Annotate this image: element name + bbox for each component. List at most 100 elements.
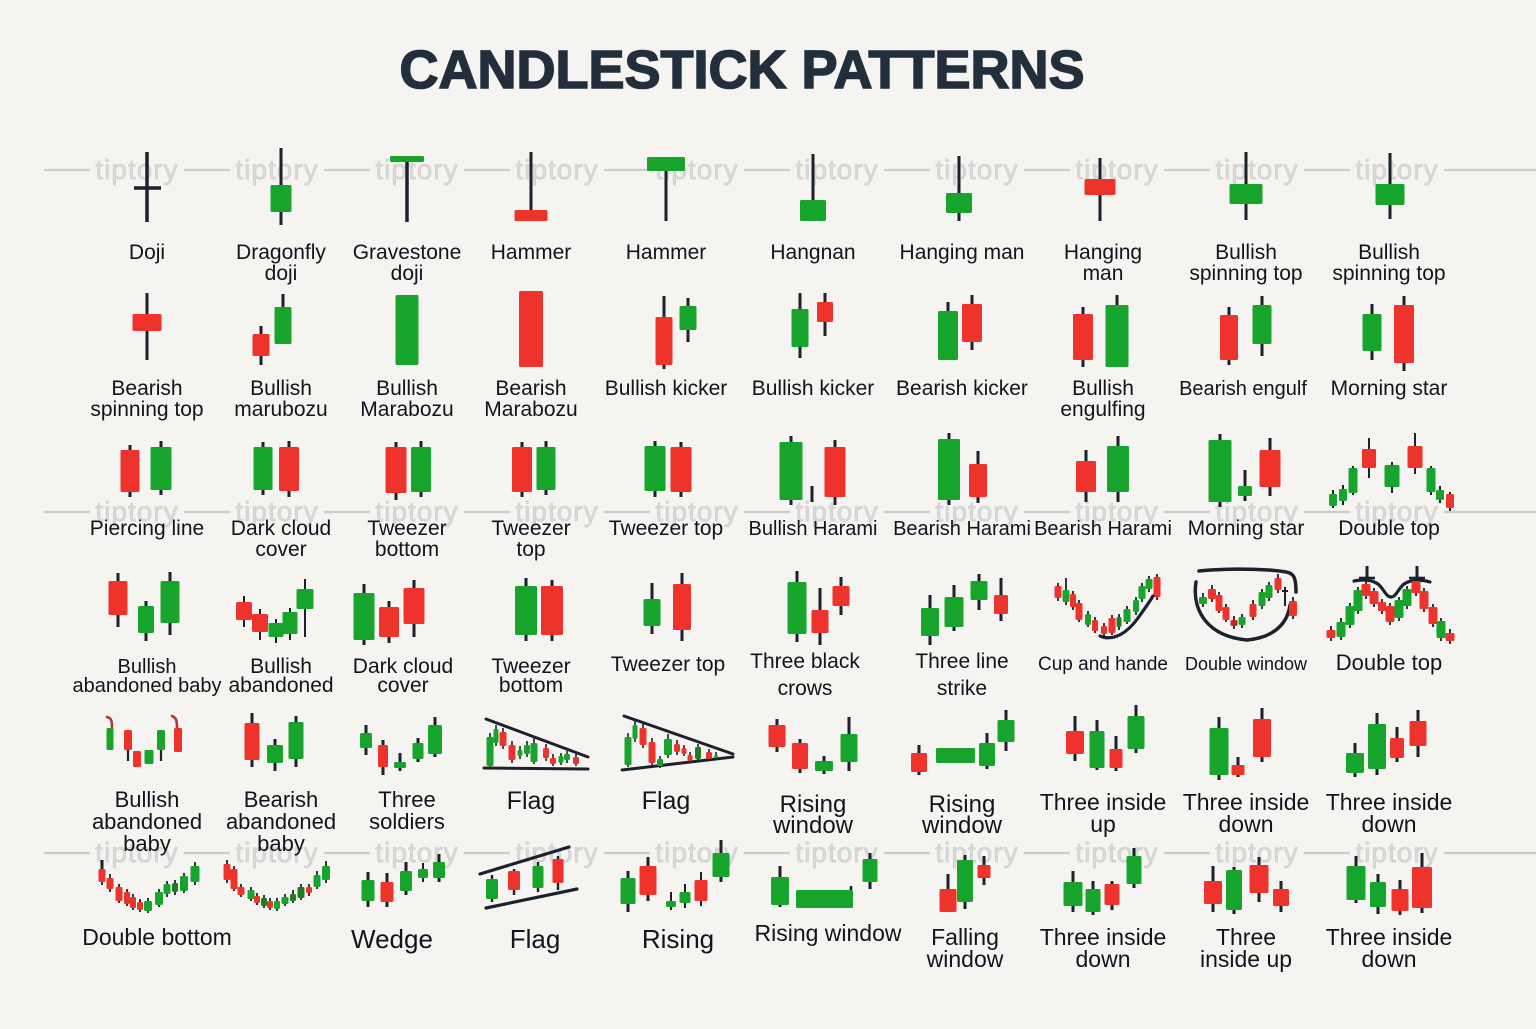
svg-text:Double bottom: Double bottom [82, 924, 232, 950]
svg-text:Gravestone: Gravestone [353, 241, 462, 264]
svg-text:Bullish kicker: Bullish kicker [605, 377, 728, 400]
svg-text:tiptory: tiptory [655, 496, 738, 527]
svg-text:Rising: Rising [642, 924, 714, 954]
svg-text:Bullish: Bullish [250, 655, 312, 678]
svg-text:inside up: inside up [1200, 946, 1292, 972]
svg-text:down: down [1362, 811, 1417, 837]
svg-text:Cup and hande: Cup and hande [1038, 654, 1168, 675]
svg-text:Rising: Rising [929, 791, 996, 818]
svg-text:Bullish: Bullish [376, 377, 438, 400]
svg-text:window: window [921, 812, 1003, 839]
svg-text:tiptory: tiptory [95, 496, 178, 527]
svg-text:tiptory: tiptory [95, 154, 178, 185]
svg-text:Bearish: Bearish [495, 377, 566, 400]
svg-text:down: down [1362, 946, 1417, 972]
svg-text:Three black: Three black [750, 650, 860, 673]
svg-text:abandoned baby: abandoned baby [72, 675, 221, 697]
svg-text:soldiers: soldiers [369, 809, 445, 834]
svg-text:Tweezer top: Tweezer top [611, 653, 725, 676]
svg-text:Flag: Flag [642, 787, 691, 815]
svg-text:Bullish: Bullish [1358, 241, 1420, 264]
svg-text:cover: cover [255, 538, 306, 561]
svg-text:Bullish: Bullish [1215, 241, 1277, 264]
svg-text:Wedge: Wedge [351, 924, 433, 954]
svg-text:Bullish: Bullish [115, 787, 180, 812]
svg-text:strike: strike [937, 677, 987, 700]
svg-text:up: up [1090, 811, 1116, 837]
svg-text:tiptory: tiptory [1355, 496, 1438, 527]
svg-text:Falling: Falling [931, 924, 999, 950]
svg-text:man: man [1083, 262, 1124, 285]
svg-text:tiptory: tiptory [795, 154, 878, 185]
svg-text:Three inside: Three inside [1183, 789, 1310, 815]
svg-text:Hangnan: Hangnan [770, 241, 855, 264]
svg-text:Piercing line: Piercing line [90, 517, 204, 540]
svg-text:Bullish: Bullish [250, 377, 312, 400]
svg-text:abandoned: abandoned [228, 674, 333, 697]
svg-text:Three: Three [1216, 924, 1276, 950]
svg-text:Tweezer top: Tweezer top [609, 517, 723, 540]
svg-text:spinning top: spinning top [90, 398, 203, 421]
svg-text:Three inside: Three inside [1326, 924, 1453, 950]
svg-text:engulfing: engulfing [1060, 398, 1145, 421]
svg-text:Bearish: Bearish [244, 787, 319, 812]
svg-text:Doji: Doji [129, 241, 165, 264]
svg-text:Double top: Double top [1336, 650, 1442, 675]
svg-text:Hanging: Hanging [1064, 241, 1142, 264]
svg-text:Double top: Double top [1338, 517, 1440, 540]
svg-text:window: window [772, 812, 854, 839]
svg-text:Marabozu: Marabozu [484, 398, 577, 421]
svg-text:tiptory: tiptory [1215, 837, 1298, 868]
svg-text:Dark cloud: Dark cloud [353, 655, 453, 678]
svg-text:tiptory: tiptory [95, 837, 178, 868]
svg-text:down: down [1219, 811, 1274, 837]
svg-text:Bullish Harami: Bullish Harami [749, 518, 878, 540]
svg-text:Tweezer: Tweezer [491, 517, 570, 540]
svg-text:tiptory: tiptory [515, 154, 598, 185]
svg-text:Bullish: Bullish [118, 656, 177, 678]
svg-text:tiptory: tiptory [235, 154, 318, 185]
svg-text:down: down [1076, 946, 1131, 972]
svg-text:Bearish: Bearish [111, 377, 182, 400]
svg-text:tiptory: tiptory [795, 837, 878, 868]
svg-text:Tweezer: Tweezer [367, 517, 446, 540]
svg-text:window: window [926, 946, 1004, 972]
svg-text:abandoned: abandoned [226, 809, 336, 834]
svg-text:tiptory: tiptory [1215, 154, 1298, 185]
svg-text:Tweezer: Tweezer [491, 655, 570, 678]
svg-text:Flag: Flag [507, 787, 556, 815]
svg-text:Rising: Rising [780, 791, 847, 818]
svg-text:crows: crows [778, 677, 833, 700]
svg-text:Morning star: Morning star [1331, 377, 1448, 400]
svg-text:Marabozu: Marabozu [360, 398, 453, 421]
svg-text:top: top [516, 538, 545, 561]
svg-text:Bullish kicker: Bullish kicker [752, 377, 875, 400]
svg-text:Three inside: Three inside [1040, 789, 1167, 815]
svg-text:tiptory: tiptory [515, 837, 598, 868]
svg-text:bottom: bottom [499, 674, 563, 697]
svg-text:Hammer: Hammer [491, 241, 572, 264]
svg-text:Hanging man: Hanging man [900, 241, 1025, 264]
svg-text:Double window: Double window [1185, 654, 1308, 674]
svg-text:tiptory: tiptory [515, 496, 598, 527]
svg-text:tiptory: tiptory [1075, 837, 1158, 868]
svg-text:Morning star: Morning star [1188, 517, 1305, 540]
svg-text:Three line: Three line [915, 650, 1008, 673]
svg-text:tiptory: tiptory [935, 837, 1018, 868]
svg-text:Three inside: Three inside [1326, 789, 1453, 815]
svg-text:tiptory: tiptory [235, 496, 318, 527]
svg-text:spinning top: spinning top [1332, 262, 1445, 285]
svg-text:baby: baby [257, 831, 305, 856]
svg-text:Bearish engulf: Bearish engulf [1179, 378, 1307, 400]
svg-text:Hammer: Hammer [626, 241, 707, 264]
svg-text:tiptory: tiptory [1355, 154, 1438, 185]
svg-text:tiptory: tiptory [375, 837, 458, 868]
svg-text:Bearish Harami: Bearish Harami [893, 518, 1031, 540]
svg-text:tiptory: tiptory [235, 837, 318, 868]
svg-text:baby: baby [123, 831, 171, 856]
svg-text:tiptory: tiptory [935, 154, 1018, 185]
svg-text:marubozu: marubozu [234, 398, 327, 421]
svg-text:doji: doji [265, 262, 298, 285]
svg-text:Rising window: Rising window [754, 920, 901, 946]
svg-text:tiptory: tiptory [1355, 837, 1438, 868]
